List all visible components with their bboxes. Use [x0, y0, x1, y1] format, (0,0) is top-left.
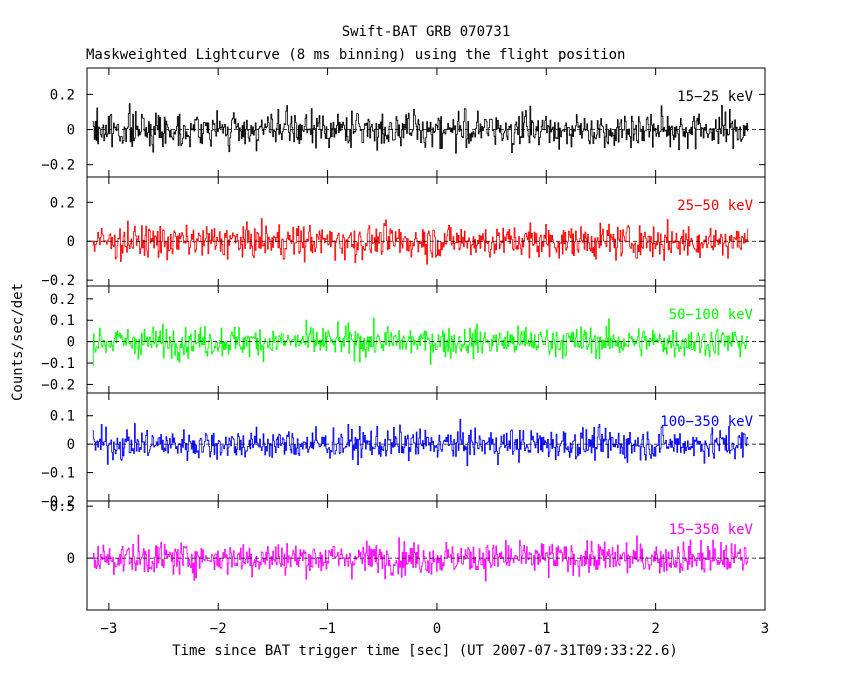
x-tick-label: −1	[319, 621, 336, 637]
panel-50-100-band-label: 50−100 keV	[669, 307, 754, 323]
x-axis-label: Time since BAT trigger time [sec] (UT 20…	[172, 643, 678, 659]
panel-15-25-ytick-label: 0.2	[50, 87, 75, 103]
panel-15-350-band-label: 15−350 keV	[669, 522, 754, 538]
panel-25-50-frame	[86, 176, 766, 287]
panel-15-25: −0.2 0 0.2 15−25 keV	[41, 67, 766, 178]
x-axis: −3 −2 −1 0 1 2 3	[100, 621, 769, 637]
x-tick-label: 2	[651, 621, 659, 637]
panel-50-100-ytick-label: 0.2	[50, 292, 75, 308]
x-tick-label: 0	[433, 621, 441, 637]
panels-group: −0.200.2 15−25 keV−0.200.2 25−50 keV−0.2−0…	[41, 67, 766, 611]
panel-100-350-ytick-label: 0	[67, 437, 75, 453]
panel-100-350: −0.2 −0.1 0 0.1 100−350 keV	[41, 392, 766, 510]
panel-50-100-ytick-label: −0.1	[41, 356, 75, 372]
panel-50-100-series-line	[92, 317, 749, 366]
panel-15-350-frame	[86, 500, 766, 611]
panel-15-25-ytick-label: 0	[67, 123, 75, 139]
panel-50-100-ytick-label: 0.1	[50, 313, 75, 329]
panel-15-350: 0 0.5 15−350 keV	[50, 499, 766, 611]
panel-100-350-band-label: 100−350 keV	[660, 414, 753, 430]
x-tick-label: −2	[210, 621, 227, 637]
panel-100-350-series-line	[92, 418, 749, 467]
x-tick-label: 1	[542, 621, 550, 637]
panel-15-350-ytick-label: 0	[67, 551, 75, 567]
panel-25-50-band-label: 25−50 keV	[677, 198, 753, 214]
panel-50-100: −0.2 −0.1 0 0.1 0.2 50−100 keV	[41, 285, 766, 394]
panel-15-25-band-label: 15−25 keV	[677, 89, 753, 105]
panel-25-50-ytick-label: 0.2	[50, 195, 75, 211]
panel-25-50: −0.2 0 0.2 25−50 keV	[41, 176, 766, 289]
panel-100-350-ytick-label: 0.1	[50, 409, 75, 425]
panel-50-100-ytick-label: −0.2	[41, 377, 75, 393]
panel-100-350-ytick-label: −0.1	[41, 466, 75, 482]
panel-15-350-series-line	[92, 534, 749, 582]
panel-100-350-ytick-label: −0.2	[41, 494, 75, 510]
panel-25-50-series-line	[92, 218, 749, 265]
chart-subtitle: Maskweighted Lightcurve (8 ms binning) u…	[86, 47, 625, 63]
panel-15-25-series-line	[92, 103, 749, 154]
panel-15-25-ytick-label: −0.2	[41, 158, 75, 174]
chart-title: Swift-BAT GRB 070731	[342, 24, 511, 40]
x-tick-label: −3	[100, 621, 117, 637]
panel-50-100-ytick-label: 0	[67, 335, 75, 351]
panel-25-50-ytick-label: 0	[67, 234, 75, 250]
panel-25-50-ytick-label: −0.2	[41, 273, 75, 289]
panel-15-350-ytick-label: 0.5	[50, 499, 75, 515]
x-tick-label: 3	[761, 621, 769, 637]
y-axis-label: Counts/sec/det	[10, 283, 26, 401]
